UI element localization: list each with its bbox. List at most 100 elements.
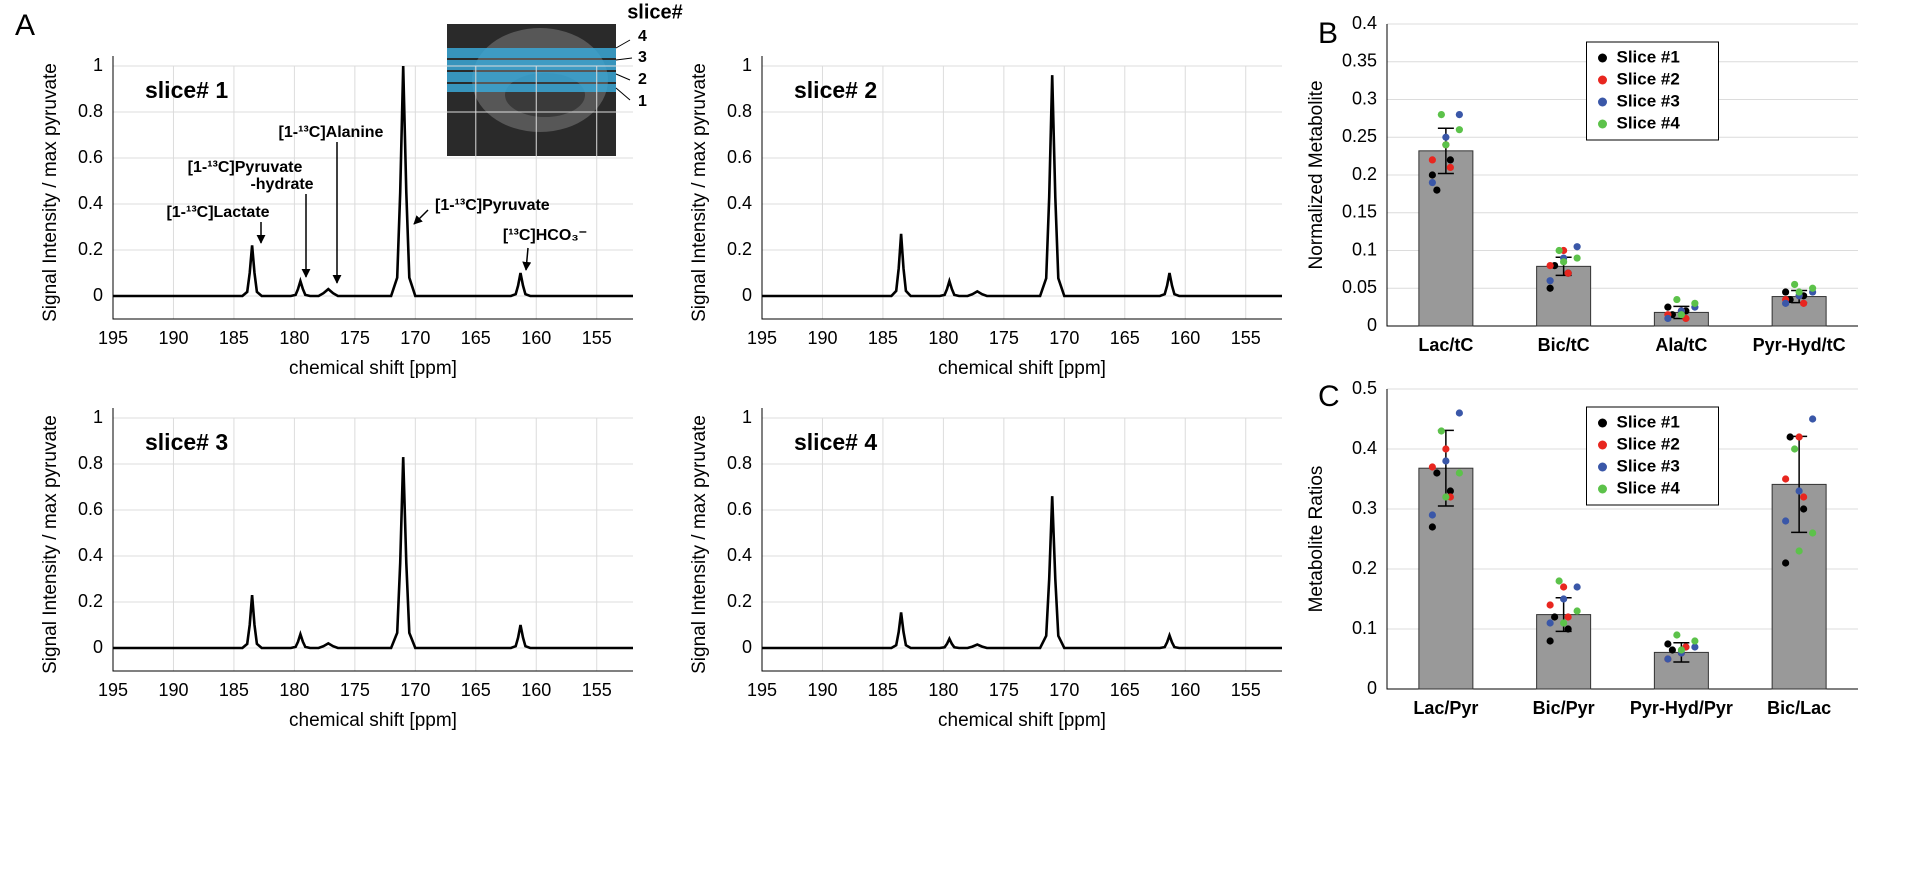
- y-tick-label: 0.6: [727, 499, 752, 519]
- x-axis-label: chemical shift [ppm]: [938, 358, 1106, 379]
- data-point: [1546, 284, 1554, 292]
- data-point: [1560, 583, 1568, 591]
- data-point: [1795, 288, 1803, 296]
- axis: [761, 56, 1282, 320]
- data-point: [1800, 493, 1808, 501]
- bar: [1536, 265, 1592, 327]
- data-point: [1555, 577, 1563, 585]
- y-tick-label: 0.15: [1342, 202, 1377, 222]
- legend-marker: [1598, 484, 1607, 494]
- bar: [1418, 150, 1474, 327]
- y-tick-label: 1: [742, 55, 752, 75]
- y-tick-label: 0.4: [78, 545, 103, 565]
- x-tick-label: Pyr-Hyd/tC: [1753, 335, 1846, 355]
- data-point: [1664, 303, 1672, 311]
- data-point: [1428, 463, 1436, 471]
- y-tick-label: 0.2: [727, 239, 752, 259]
- x-tick-label: 155: [1231, 680, 1261, 700]
- legend-marker: [1598, 462, 1607, 472]
- x-tick-label: 180: [279, 328, 309, 348]
- data-point: [1809, 529, 1817, 537]
- data-point: [1782, 517, 1790, 525]
- y-tick-label: 0: [93, 637, 103, 657]
- annotation: [1-¹³C]Pyruvate: [435, 197, 550, 214]
- data-point: [1691, 643, 1699, 651]
- bar: [1536, 614, 1592, 690]
- y-tick-label: 1: [742, 407, 752, 427]
- y-tick-label: 0.8: [727, 101, 752, 121]
- data-point: [1673, 295, 1681, 304]
- x-tick-label: 190: [158, 680, 188, 700]
- y-axis-label: Metabolite Ratios: [1306, 466, 1327, 613]
- chart-title: slice# 2: [794, 77, 877, 103]
- data-point: [1664, 655, 1672, 663]
- y-tick-label: 0.35: [1342, 51, 1377, 71]
- x-tick-label: 170: [1049, 680, 1079, 700]
- inset-title: slice#: [627, 1, 683, 23]
- legend-marker: [1598, 440, 1607, 450]
- y-tick-label: 0: [93, 285, 103, 305]
- data-point: [1442, 457, 1450, 465]
- x-tick-label: 185: [868, 680, 898, 700]
- data-point: [1428, 156, 1436, 164]
- data-point: [1809, 415, 1817, 423]
- inset-label: 2: [638, 71, 647, 88]
- annotation: [1-¹³C]Pyruvate: [188, 159, 303, 176]
- y-tick-label: 0.4: [727, 545, 752, 565]
- data-point: [1560, 258, 1568, 266]
- data-point: [1446, 163, 1454, 172]
- x-tick-label: 195: [747, 680, 777, 700]
- x-tick-label: 185: [868, 328, 898, 348]
- legend-marker: [1598, 53, 1607, 63]
- data-point: [1782, 559, 1790, 567]
- x-tick-label: 195: [747, 328, 777, 348]
- x-tick-label: 195: [98, 328, 128, 348]
- data-point: [1433, 469, 1441, 477]
- data-point: [1691, 637, 1699, 645]
- data-point: [1555, 246, 1563, 255]
- data-point: [1791, 445, 1799, 453]
- y-tick-label: 0: [1367, 315, 1377, 335]
- data-point: [1455, 126, 1463, 134]
- y-tick-label: 0: [742, 637, 752, 657]
- y-tick-label: 0.8: [78, 453, 103, 473]
- data-point: [1673, 631, 1681, 639]
- annotation-arrow: [413, 209, 429, 225]
- data-point: [1446, 156, 1454, 164]
- panel-label: A: [15, 9, 35, 42]
- data-point: [1564, 269, 1572, 277]
- data-point: [1560, 595, 1568, 603]
- y-tick-label: 1: [93, 55, 103, 75]
- legend-label: Slice #4: [1617, 113, 1681, 132]
- legend-label: Slice #2: [1617, 69, 1680, 88]
- x-tick-label: 165: [461, 328, 491, 348]
- x-tick-label: Pyr-Hyd/Pyr: [1630, 698, 1733, 718]
- data-point: [1791, 280, 1799, 289]
- y-tick-label: 0.4: [727, 193, 752, 213]
- axis: [761, 408, 1282, 672]
- x-tick-label: 185: [219, 328, 249, 348]
- data-point: [1782, 299, 1790, 307]
- data-point: [1795, 547, 1803, 555]
- data-point: [1664, 314, 1672, 323]
- legend-label: Slice #3: [1617, 91, 1680, 110]
- inset-label: 3: [638, 49, 647, 66]
- data-point: [1573, 254, 1581, 262]
- x-tick-label: 160: [1170, 680, 1200, 700]
- data-point: [1573, 607, 1581, 615]
- spectrum-line: [762, 75, 1282, 298]
- y-tick-label: 0.3: [1352, 498, 1377, 518]
- y-axis-label: Signal Intensity / max pyruvate: [689, 63, 710, 322]
- chart-title: slice# 4: [794, 429, 877, 455]
- x-tick-label: 165: [461, 680, 491, 700]
- x-tick-label: Lac/tC: [1418, 335, 1473, 355]
- annotation-arrow: [522, 247, 532, 271]
- y-tick-label: 0.8: [78, 101, 103, 121]
- y-tick-label: 0.6: [78, 499, 103, 519]
- inset-label: 1: [638, 93, 647, 110]
- data-point: [1437, 111, 1445, 119]
- data-point: [1800, 299, 1808, 307]
- annotation: [1-¹³C]Alanine: [279, 124, 384, 141]
- legend-box: [1586, 41, 1719, 141]
